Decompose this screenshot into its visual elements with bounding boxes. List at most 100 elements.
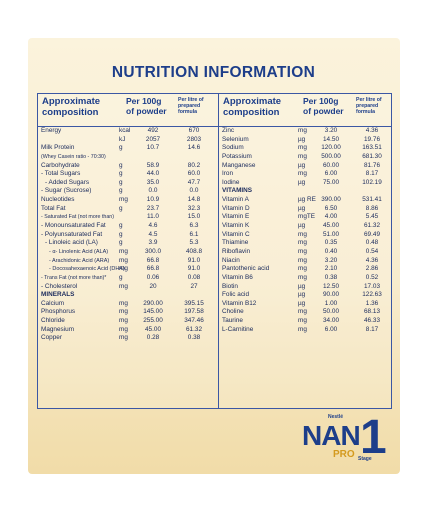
- per-100g-value: 90.00: [323, 291, 339, 299]
- per-litre-value: 8.17: [365, 325, 379, 333]
- nutrient-name: Taurine: [222, 317, 243, 325]
- table-row: Iron mg 6.00 8.17: [219, 170, 392, 179]
- unit: mg: [119, 317, 128, 325]
- per-litre-value: 14.8: [187, 196, 201, 204]
- per-100g-value: 2057: [145, 135, 161, 143]
- per-litre-value: 61.32: [186, 325, 202, 333]
- per-100g-value: 290.00: [143, 299, 163, 307]
- header-per-litre: Per litre of prepared formula: [356, 97, 382, 115]
- header-per100: Per 100g of powder: [126, 96, 167, 116]
- per-litre-value: 15.0: [187, 213, 201, 221]
- per-100g-value: 390.00: [321, 196, 341, 204]
- unit: mg: [298, 325, 307, 333]
- unit: g: [119, 230, 123, 238]
- table-row: - Polyunsaturated Fat g 4.5 6.1: [38, 231, 218, 240]
- table-row: - Sugar (Sucrose) g 0.0 0.0: [38, 187, 218, 196]
- per-100g-value: 11.0: [147, 213, 159, 221]
- nutrient-name: VITAMINS: [222, 187, 253, 195]
- table-row: Chloride mg 255.00 347.46: [38, 317, 218, 326]
- nan-pro-logo: Nestlé NAN PRO 1 Stage: [300, 411, 400, 466]
- unit: g: [119, 204, 123, 212]
- unit: µg: [298, 222, 306, 230]
- per-litre-value: 197.58: [184, 308, 204, 316]
- nutrient-name: Sodium: [222, 144, 244, 152]
- table-row: Milk Protein g 10.7 14.6: [38, 144, 218, 153]
- table-row: Manganese µg 60.00 81.76: [219, 162, 392, 171]
- per-litre-value: 670: [188, 127, 200, 134]
- nutrient-name: Pantothenic acid: [222, 265, 270, 273]
- table-row: Vitamin K µg 45.00 61.32: [219, 222, 392, 231]
- per-litre-value: 531.41: [362, 196, 382, 204]
- per-litre-value: 8.86: [365, 204, 379, 212]
- table-row: MINERALS: [38, 291, 218, 300]
- per-100g-value: 4.00: [324, 213, 338, 221]
- package-panel: [28, 38, 400, 474]
- table-row: - Linoleic acid (LA) g 3.9 5.3: [38, 239, 218, 248]
- per-100g-value: 3.20: [324, 127, 338, 134]
- per-litre-value: 2.86: [365, 265, 379, 273]
- per-100g-value: 6.00: [324, 170, 338, 178]
- per-100g-value: 6.00: [324, 325, 338, 333]
- per-litre-value: 61.32: [364, 222, 380, 230]
- table-row: Total Fat g 23.7 32.3: [38, 205, 218, 214]
- table-row: Magnesium mg 45.00 61.32: [38, 326, 218, 335]
- per-100g-value: 45.00: [145, 325, 161, 333]
- per-100g-value: 300.0: [145, 247, 161, 255]
- left-header: Approximate composition Per 100g of powd…: [38, 94, 218, 127]
- per-100g-value: 145.00: [143, 308, 163, 316]
- table-row: Pantothenic acid mg 2.10 2.86: [219, 265, 392, 274]
- right-rows: Zinc mg 3.20 4.36 Selenium µg 14.50 19.76 Sodium…: [219, 127, 392, 334]
- unit: mg: [298, 265, 307, 273]
- per-100g-value: 14.50: [323, 135, 339, 143]
- per-100g-value: 51.00: [323, 230, 339, 238]
- unit: µg: [298, 178, 306, 186]
- unit: µg: [298, 291, 306, 299]
- per-litre-value: 19.76: [364, 135, 380, 143]
- nutrient-name: L-Carnitine: [222, 325, 254, 333]
- left-rows: Energy kcal 492 670 kJ 2057 2803 Milk Protein g 1…: [38, 127, 218, 343]
- nutrient-name: Thiamine: [222, 239, 249, 247]
- per-100g-value: 44.0: [146, 170, 160, 178]
- table-row: Taurine mg 34.00 46.33: [219, 317, 392, 326]
- nutrient-name: Vitamin K: [222, 222, 250, 230]
- nutrient-name: Niacin: [222, 256, 240, 264]
- unit: g: [119, 239, 123, 247]
- nutrient-name: Zinc: [222, 127, 235, 134]
- unit: µg: [298, 135, 306, 143]
- per-100g-value: 0.0: [148, 187, 158, 195]
- unit: mg: [298, 152, 307, 160]
- per-100g-value: 75.00: [323, 178, 339, 186]
- header-per-litre: Per litre of prepared formula: [178, 97, 204, 115]
- table-row: - Saturated Fat (not more than) 11.0 15.0: [38, 213, 218, 222]
- nutrient-name: - Sugar (Sucrose): [41, 187, 92, 195]
- nutrient-name: Total Fat: [41, 204, 66, 212]
- per-litre-value: 32.3: [187, 204, 201, 212]
- per-litre-value: 81.76: [364, 161, 380, 169]
- unit: kJ: [119, 135, 126, 143]
- table-row: Vitamin A µg RE 390.00 531.41: [219, 196, 392, 205]
- per-litre-value: 4.36: [365, 127, 379, 134]
- nutrient-name: - Trans Fat (not more than)*: [41, 274, 107, 281]
- per-litre-value: 0.0: [189, 187, 199, 195]
- table-row: Energy kcal 492 670: [38, 127, 218, 136]
- per-100g-value: 3.20: [324, 256, 338, 264]
- table-row: - α- Linolenic Acid (ALA) mg 300.0 408.8: [38, 248, 218, 257]
- per-litre-value: 395.15: [184, 299, 204, 307]
- table-row: Vitamin E mgTE 4.00 5.45: [219, 213, 392, 222]
- unit: mg: [119, 334, 128, 342]
- per-litre-value: 122.63: [362, 291, 382, 299]
- nutrient-name: - Saturated Fat (not more than): [41, 214, 115, 221]
- table-row: Calcium mg 290.00 395.15: [38, 300, 218, 309]
- per-100g-value: 2.10: [324, 265, 338, 273]
- table-row: Niacin mg 3.20 4.36: [219, 257, 392, 266]
- per-litre-value: 46.33: [364, 317, 380, 325]
- per-100g-value: 1.00: [324, 299, 338, 307]
- unit: g: [119, 187, 123, 195]
- nan-logo-text: NAN: [302, 420, 361, 451]
- per-100g-value: 45.00: [323, 222, 339, 230]
- per-litre-value: 0.08: [187, 273, 201, 281]
- unit: mg: [298, 239, 307, 247]
- nutrient-name: - Polyunsaturated Fat: [41, 230, 103, 238]
- unit: mg: [119, 325, 128, 333]
- nutrition-table: Approximate composition Per 100g of powd…: [37, 93, 392, 409]
